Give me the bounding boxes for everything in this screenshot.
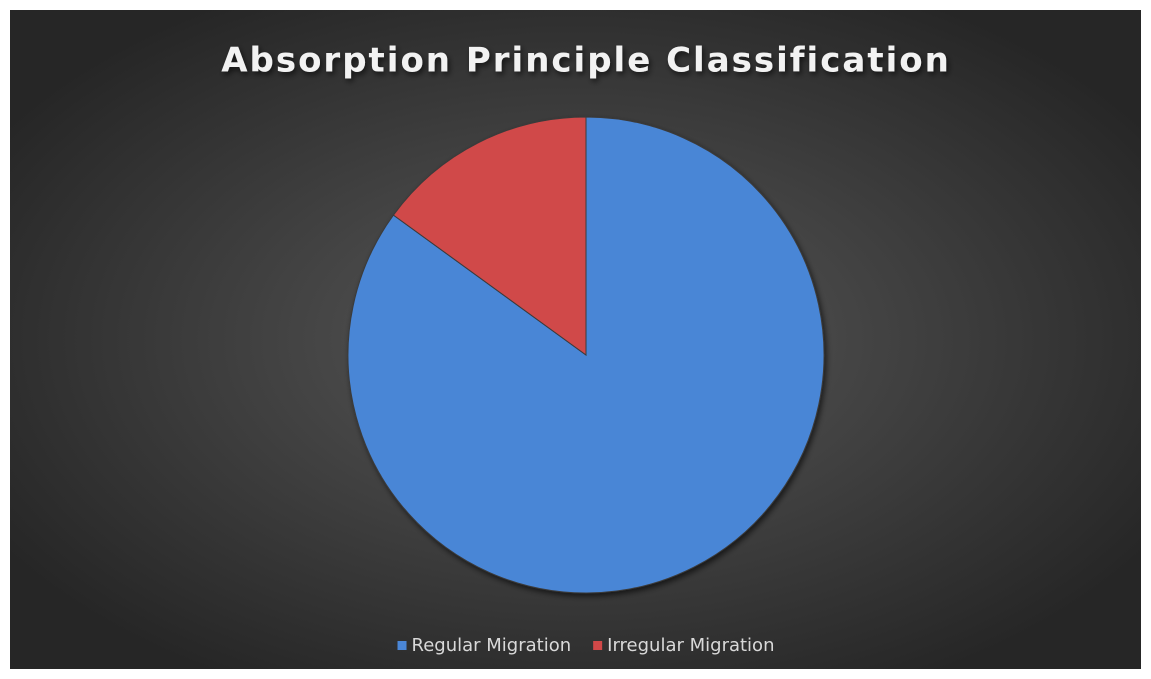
legend: Regular Migration Irregular Migration	[397, 635, 774, 656]
legend-label: Irregular Migration	[607, 635, 774, 656]
pie	[347, 116, 825, 594]
legend-label: Regular Migration	[412, 635, 572, 656]
pie-slice	[392, 116, 587, 356]
chart-title: Absorption Principle Classification	[221, 41, 951, 81]
legend-marker	[397, 641, 407, 650]
legend-marker	[593, 641, 603, 650]
